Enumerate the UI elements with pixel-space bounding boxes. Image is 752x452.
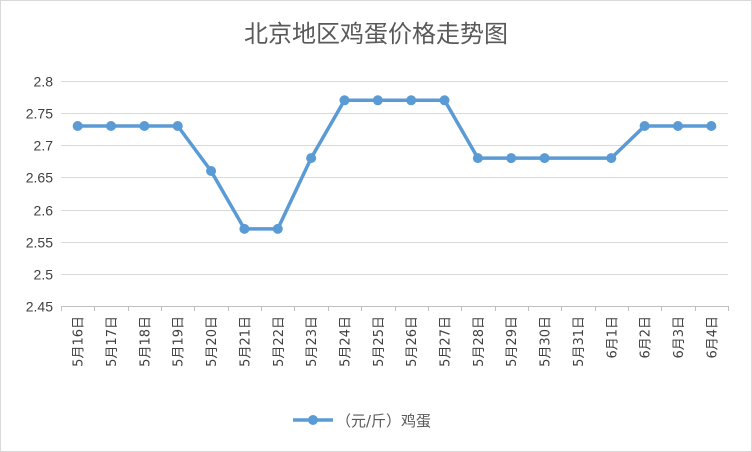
x-tick-label: 5月29日 [505, 316, 520, 367]
gridlines [61, 81, 728, 307]
y-tick-label: 2.6 [34, 203, 54, 219]
y-tick-label: 2.8 [34, 74, 54, 90]
x-tick-label: 5月30日 [539, 316, 554, 367]
data-point [339, 95, 350, 106]
y-tick-label: 2.45 [26, 299, 53, 315]
x-tick-label: 5月27日 [439, 316, 454, 367]
series [72, 95, 717, 234]
legend-label: （元/斤）鸡蛋 [336, 412, 431, 430]
data-point [72, 121, 83, 131]
data-point [306, 153, 317, 164]
x-tick-label: 6月3日 [672, 316, 687, 359]
x-tick-label: 5月25日 [372, 316, 387, 367]
x-tick-label: 5月17日 [105, 316, 120, 367]
x-tick-label: 6月4日 [705, 316, 720, 359]
data-point [539, 153, 550, 164]
legend-marker [308, 415, 318, 425]
y-tick-label: 2.7 [34, 138, 54, 154]
data-point [206, 166, 217, 176]
data-point [172, 121, 183, 131]
data-point [406, 95, 417, 106]
data-point [139, 121, 150, 131]
x-tick-label: 5月20日 [205, 316, 220, 367]
legend: （元/斤）鸡蛋 [293, 412, 431, 430]
data-point [239, 223, 250, 234]
x-tick-label: 5月22日 [272, 316, 287, 367]
series-line [75, 98, 714, 231]
x-tick-label: 5月18日 [138, 316, 153, 367]
data-point [606, 153, 617, 164]
data-point [272, 223, 283, 234]
x-axis-ticks: 5月16日 5月17日 5月18日 5月19日 5月20日 5月21日 5月22日 5月23日… [61, 306, 729, 367]
data-point [106, 121, 117, 131]
data-point [439, 95, 450, 106]
data-point [472, 153, 483, 164]
data-point [372, 95, 383, 106]
x-tick-label: 6月2日 [639, 316, 654, 359]
x-tick-label: 6月1日 [605, 316, 620, 359]
y-axis-ticks: 2.45 2.5 2.55 2.6 2.65 2.7 2.75 2.8 [26, 74, 53, 315]
y-tick-label: 2.65 [26, 170, 53, 186]
y-tick-label: 2.75 [26, 106, 53, 122]
x-tick-label: 5月31日 [572, 316, 587, 367]
chart-title: 北京地区鸡蛋价格走势图 [244, 20, 508, 48]
x-tick-label: 5月21日 [238, 316, 253, 367]
y-tick-label: 2.5 [34, 267, 54, 283]
x-tick-label: 5月19日 [172, 316, 187, 367]
x-tick-label: 5月26日 [405, 316, 420, 367]
x-tick-label: 5月23日 [305, 316, 320, 367]
x-tick-label: 5月16日 [72, 316, 87, 367]
data-point [672, 121, 683, 131]
data-point [506, 153, 517, 164]
y-tick-label: 2.55 [26, 235, 53, 251]
data-point [706, 121, 717, 131]
x-tick-label: 5月28日 [472, 316, 487, 367]
x-tick-label: 5月24日 [338, 316, 353, 367]
data-point [639, 121, 650, 131]
